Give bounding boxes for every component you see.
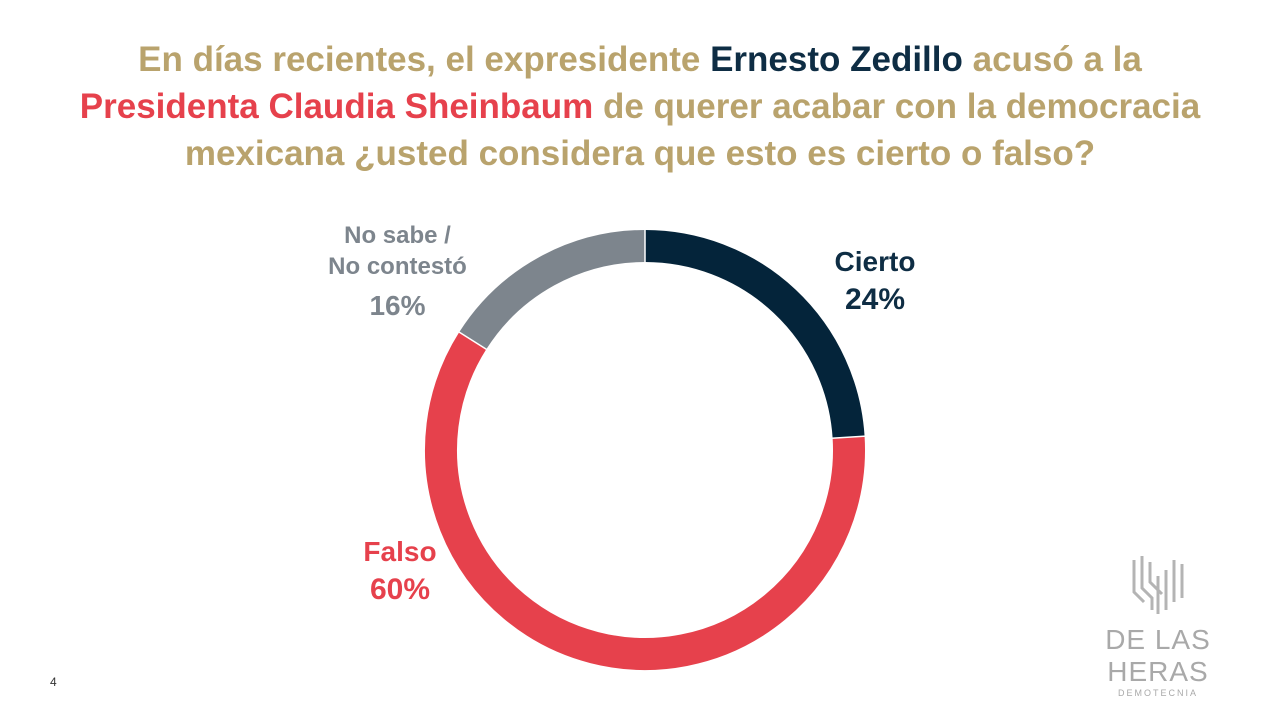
label-cierto: Cierto 24%: [800, 244, 950, 319]
category-label-line2: No contestó: [328, 253, 467, 281]
category-label: Falso: [363, 536, 437, 567]
category-label-line1: No sabe /: [344, 222, 451, 249]
value-label: 60%: [369, 573, 431, 607]
title-highlight-zedillo: Ernesto Zedillo: [710, 40, 963, 79]
brand-logo: DE LAS HERAS DEMOTECNIA: [1058, 552, 1258, 698]
slice-separator: [458, 330, 488, 351]
label-no-sabe: No sabe / No contestó 16%: [305, 220, 490, 325]
value-label: 24%: [844, 283, 906, 317]
slice-cierto: [644, 230, 865, 439]
slide-number: 4: [50, 675, 57, 689]
label-falso: Falso 60%: [325, 534, 475, 609]
title-line-3: mexicana ¿usted considera que esto es ci…: [184, 134, 1096, 173]
slide-title: En días recientes, el expresidente Ernes…: [0, 36, 1280, 177]
building-columns-logo-icon: [1132, 556, 1184, 614]
title-line-1: En días recientes, el expresidente Ernes…: [0, 36, 1280, 83]
title-text: En días recientes, el expresidente: [138, 40, 711, 79]
slice-falso: [425, 332, 865, 670]
slice-no-sabe: [459, 230, 646, 350]
title-text: de querer acabar con la democracia: [593, 87, 1201, 126]
title-highlight-sheinbaum: Presidenta Claudia Sheinbaum: [79, 87, 594, 126]
value-label: 16%: [369, 290, 426, 322]
logo-name: DE LAS HERAS: [1105, 624, 1211, 687]
slice-separator: [831, 435, 866, 440]
title-line-2: Presidenta Claudia Sheinbaum de querer a…: [0, 83, 1280, 130]
logo-subtitle: DEMOTECNIA: [1117, 688, 1198, 698]
title-text: acusó a la: [962, 40, 1142, 79]
category-label: Cierto: [834, 246, 916, 277]
